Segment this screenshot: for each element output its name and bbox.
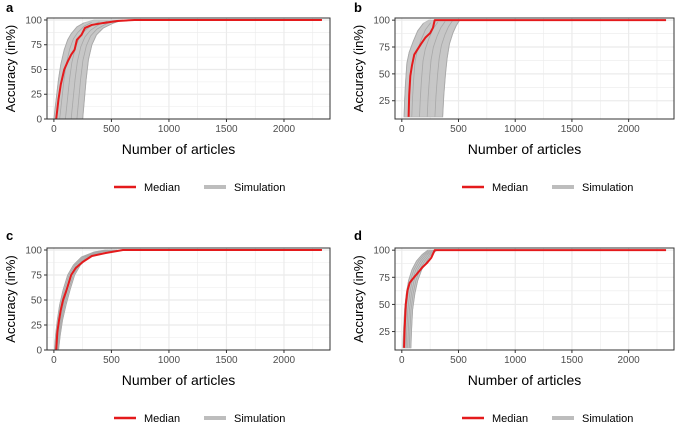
x-tick-label: 0 <box>399 124 405 135</box>
simulation-line <box>53 22 85 120</box>
x-axis-title: Number of articles <box>468 372 582 388</box>
simulation-line <box>82 19 124 120</box>
simulation-line <box>411 22 431 117</box>
median-line <box>55 18 322 120</box>
simulation-line <box>403 23 424 117</box>
x-tick-label: 1500 <box>215 124 238 135</box>
x-tick-label: 1000 <box>504 355 527 366</box>
legend-simulation-label: Simulation <box>234 413 285 425</box>
x-axis-title: Number of articles <box>122 372 236 388</box>
simulation-line <box>442 19 460 117</box>
median-line <box>407 19 667 117</box>
y-tick-label: 100 <box>373 246 390 257</box>
y-tick-label: 75 <box>31 40 43 51</box>
x-tick-label: 1000 <box>504 124 527 135</box>
median-line <box>55 249 322 351</box>
y-tick-label: 50 <box>31 296 43 307</box>
legend-median-label: Median <box>492 182 528 194</box>
simulation-line <box>57 249 115 351</box>
y-tick-label: 50 <box>379 69 391 80</box>
x-tick-label: 1500 <box>561 355 584 366</box>
x-tick-label: 2000 <box>273 355 296 366</box>
x-tick-label: 2000 <box>273 124 296 135</box>
legend-median-label: Median <box>144 182 180 194</box>
y-tick-label: 25 <box>379 96 391 107</box>
panel-d: d 0 500 1000 1500 2000 25 50 75 100 Number of arti… <box>351 228 675 425</box>
y-tick-label: 100 <box>373 16 390 27</box>
median-line <box>403 249 667 348</box>
y-axis-title: Accuracy (in%) <box>351 255 366 342</box>
x-tick-label: 500 <box>103 124 120 135</box>
y-tick-label: 50 <box>379 300 391 311</box>
simulation-line <box>408 249 436 348</box>
y-tick-label: 25 <box>31 321 43 332</box>
legend: Median Simulation <box>114 182 285 194</box>
gridlines <box>47 248 330 351</box>
y-tick-label: 0 <box>36 115 42 126</box>
x-tick-label: 1500 <box>215 355 238 366</box>
y-tick-label: 75 <box>379 273 391 284</box>
x-tick-label: 2000 <box>618 124 641 135</box>
simulation-line <box>434 20 453 117</box>
y-tick-label: 50 <box>31 65 43 76</box>
simulation-line <box>410 249 438 348</box>
x-tick-label: 500 <box>103 355 120 366</box>
y-axis-title: Accuracy (in%) <box>3 25 18 112</box>
panel-label: d <box>354 228 362 243</box>
panel-a: a 0 500 1000 1500 2000 0 25 50 75 100 Number of art… <box>3 0 331 194</box>
panel-label: a <box>6 0 14 15</box>
legend: Median Simulation <box>462 413 633 425</box>
panel-label: b <box>354 0 362 15</box>
gridlines <box>395 248 674 350</box>
panel-label: c <box>6 228 13 243</box>
simulation-line <box>70 20 108 120</box>
y-axis-title: Accuracy (in%) <box>3 255 18 342</box>
legend: Median Simulation <box>114 413 285 425</box>
x-tick-label: 1000 <box>158 124 181 135</box>
y-tick-label: 100 <box>25 15 42 26</box>
simulation-line <box>54 249 106 351</box>
x-tick-label: 500 <box>450 355 467 366</box>
legend-median-label: Median <box>492 413 528 425</box>
legend-simulation-label: Simulation <box>582 182 633 194</box>
x-tick-label: 0 <box>51 355 57 366</box>
x-tick-label: 0 <box>51 124 57 135</box>
simulation-line <box>407 249 434 348</box>
x-axis-title: Number of articles <box>468 141 582 157</box>
x-axis-title: Number of articles <box>122 141 236 157</box>
x-tick-label: 0 <box>399 355 405 366</box>
simulation-line <box>76 20 116 120</box>
y-tick-label: 25 <box>379 327 391 338</box>
y-axis-title: Accuracy (in%) <box>351 25 366 112</box>
x-tick-label: 2000 <box>618 355 641 366</box>
legend: Median Simulation <box>462 182 633 194</box>
panel-c: c 0 500 1000 1500 2000 0 25 50 75 100 Number of art… <box>3 228 331 425</box>
y-tick-label: 0 <box>36 346 42 357</box>
legend-median-label: Median <box>144 413 180 425</box>
y-tick-label: 100 <box>25 246 42 257</box>
panel-border <box>46 247 331 351</box>
y-tick-label: 75 <box>379 43 391 54</box>
panel-border <box>394 247 675 351</box>
x-tick-label: 1500 <box>561 124 584 135</box>
y-tick-label: 25 <box>31 90 43 101</box>
simulation-line <box>426 21 446 117</box>
y-tick-label: 75 <box>31 271 43 282</box>
legend-simulation-label: Simulation <box>234 182 285 194</box>
panel-b: b 0 500 1000 1500 2000 25 50 75 100 Number of arti… <box>351 0 675 194</box>
panel-border <box>394 17 675 120</box>
legend-simulation-label: Simulation <box>582 413 633 425</box>
panel-border <box>46 17 331 120</box>
simulation-line <box>59 22 92 120</box>
x-tick-label: 500 <box>450 124 467 135</box>
x-tick-label: 1000 <box>158 355 181 366</box>
